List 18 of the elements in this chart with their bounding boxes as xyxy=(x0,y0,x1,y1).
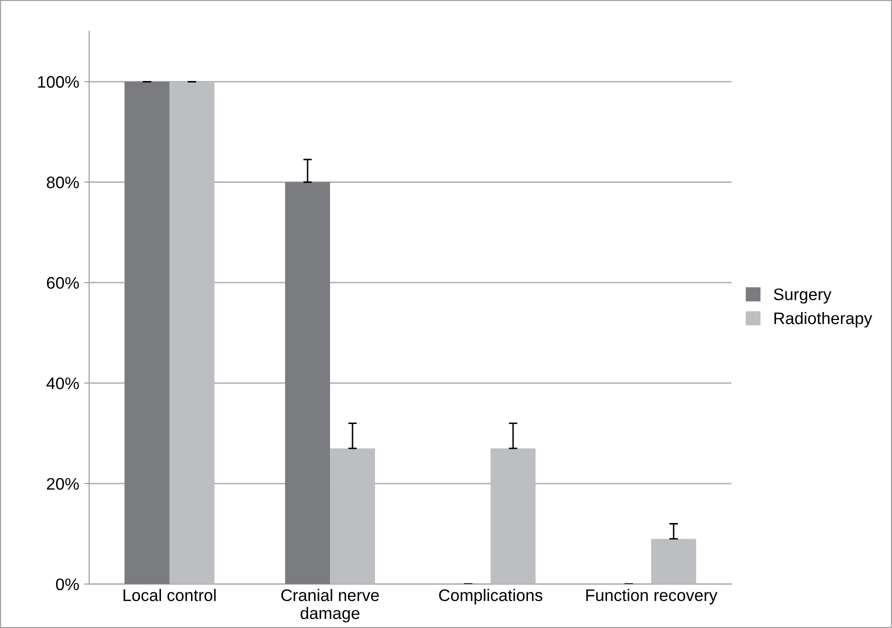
y-tick-label: 20% xyxy=(46,478,79,490)
y-tick-label: 60% xyxy=(46,277,79,289)
legend-label: Radiotherapy xyxy=(774,312,872,328)
legend-label: Surgery xyxy=(774,288,832,304)
y-tick-label: 40% xyxy=(46,377,79,390)
bar xyxy=(169,82,214,584)
x-tick-label: Local control xyxy=(124,588,216,602)
bar xyxy=(285,182,330,584)
bar xyxy=(124,82,170,584)
y-tick-label: 80% xyxy=(46,176,79,188)
x-tick-label: Function recovery xyxy=(586,588,718,604)
bar xyxy=(651,538,696,584)
bar xyxy=(490,448,536,584)
bar xyxy=(330,448,375,584)
x-tick-label: Complications xyxy=(439,588,542,604)
x-tick-label: Cranial nerve damage xyxy=(281,588,379,622)
y-tick-label: 100% xyxy=(38,76,79,88)
y-tick-label: 0% xyxy=(56,578,79,590)
